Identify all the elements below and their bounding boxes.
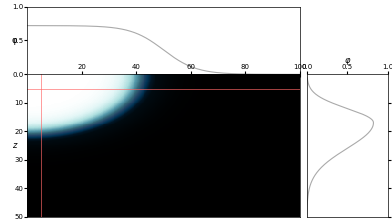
X-axis label: φ: φ — [345, 56, 350, 65]
Y-axis label: z: z — [12, 141, 16, 150]
X-axis label: x: x — [161, 78, 166, 88]
Y-axis label: φ: φ — [11, 36, 16, 45]
